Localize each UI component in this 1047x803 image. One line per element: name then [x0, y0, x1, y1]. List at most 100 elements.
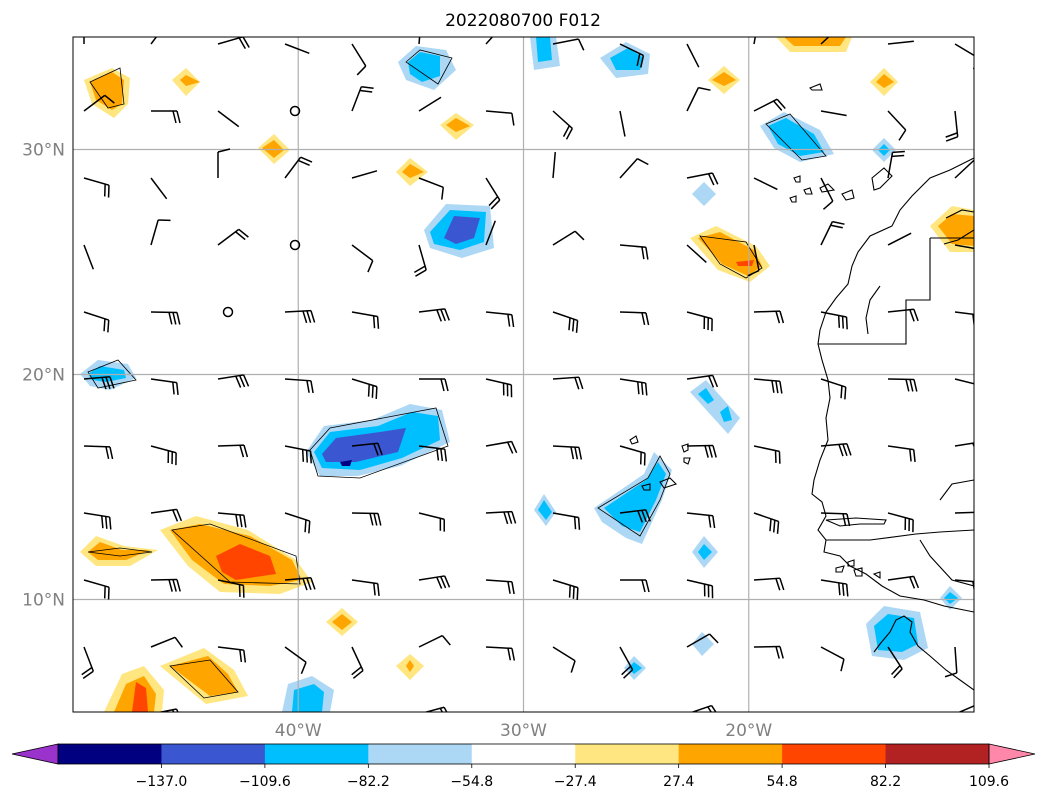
wind-barb — [284, 378, 314, 394]
wind-barb — [954, 311, 974, 327]
wind-barb — [217, 110, 240, 128]
wind-barb — [820, 311, 848, 330]
wind-barb — [887, 378, 918, 392]
wind-barb — [418, 96, 442, 112]
wind-barb — [418, 706, 451, 712]
wind-barb — [820, 442, 852, 457]
wind-barb — [419, 378, 449, 392]
wind-barb — [686, 444, 717, 458]
wind-barb — [753, 445, 781, 464]
colorbar-tick-label: −27.4 — [554, 774, 597, 790]
wind-barb — [150, 311, 181, 325]
wind-barb — [351, 170, 378, 179]
wind-barb — [485, 37, 504, 45]
wind-barb — [83, 512, 112, 530]
wind-barb — [351, 579, 380, 596]
negative-blob — [692, 182, 716, 206]
wind-barb — [620, 579, 650, 593]
positive-blob — [326, 608, 358, 636]
wind-barb — [954, 244, 974, 251]
wind-barb — [418, 634, 451, 648]
positive-blob — [396, 654, 424, 680]
negative-blob — [530, 37, 560, 70]
wind-barb — [887, 646, 903, 679]
colorbar-tick-label: −54.8 — [450, 774, 493, 790]
colorbar-extend-low — [11, 743, 59, 765]
colorbar-segment — [885, 744, 990, 764]
lat-tick-label: 10°N — [22, 591, 65, 611]
wind-barb — [887, 40, 914, 45]
wind-barb — [217, 512, 247, 528]
wind-barb — [552, 445, 583, 460]
wind-barb — [813, 714, 843, 742]
wind-barbs — [81, 37, 974, 745]
negative-blob — [398, 46, 456, 90]
wind-barb — [284, 576, 316, 591]
wind-barb — [619, 646, 634, 679]
wind-barb — [351, 85, 374, 112]
wind-barb — [619, 445, 646, 466]
positive-blob — [708, 66, 740, 94]
positive-blob — [440, 113, 474, 140]
wind-barb — [820, 378, 847, 400]
wind-barb — [150, 219, 171, 246]
wind-barb — [954, 43, 974, 70]
wind-barb — [820, 512, 851, 527]
colorbar: −137.0 −109.6 −82.2 −54.8 −27.4 27.4 54.8 82.2 1… — [11, 743, 1036, 790]
wind-barb — [877, 714, 899, 745]
wind-barb — [887, 308, 919, 322]
wind-barb — [217, 579, 245, 598]
latitude-labels: 30°N 20°N 10°N — [22, 141, 65, 611]
wind-barb — [150, 578, 181, 592]
wind-barb — [686, 244, 707, 263]
wind-barb — [552, 579, 579, 600]
wind-barb — [686, 86, 711, 112]
wind-barb — [150, 378, 179, 395]
wind-barb — [820, 579, 849, 597]
lon-tick-label: 30°W — [500, 721, 547, 741]
wind-barb — [753, 37, 760, 45]
wind-barb — [83, 311, 110, 333]
colorbar-tick-label: 109.6 — [969, 774, 1009, 790]
wind-barb — [150, 636, 183, 648]
colorbar-segment — [471, 744, 576, 764]
wind-barb — [686, 633, 719, 648]
wind-barb — [351, 442, 383, 456]
calm-marker — [289, 239, 301, 251]
wind-barb — [217, 374, 250, 388]
wind-barb — [418, 575, 451, 589]
colorbar-segment — [264, 744, 369, 764]
wind-barb — [619, 110, 626, 137]
wind-barb — [545, 714, 574, 743]
wind-barb — [944, 646, 958, 678]
wind-barb — [887, 512, 914, 533]
lat-tick-label: 30°N — [22, 141, 65, 161]
wind-barb — [954, 703, 974, 712]
wind-barb — [820, 646, 845, 672]
wind-barb — [954, 159, 974, 179]
lon-tick-label: 20°W — [725, 721, 772, 741]
wind-barb — [83, 445, 114, 460]
wind-barb — [619, 378, 648, 396]
lat-tick-label: 20°N — [22, 366, 65, 386]
negative-blob — [692, 536, 718, 568]
positive-blob — [690, 226, 770, 282]
positive-blob — [930, 206, 974, 252]
wind-barb — [214, 714, 245, 734]
wind-barb — [887, 445, 916, 462]
wind-barb — [954, 441, 974, 455]
wind-barb — [217, 148, 231, 178]
wind-barb — [150, 445, 177, 466]
wind-barb — [552, 230, 585, 246]
wind-barb — [820, 37, 841, 45]
colorbar-tick-label: 27.4 — [663, 774, 694, 790]
wind-barb — [351, 378, 378, 399]
wind-barb — [619, 311, 650, 326]
negative-blob — [600, 42, 650, 78]
colorbar-extend-high — [988, 743, 1036, 765]
wind-barb — [418, 37, 423, 45]
colorbar-tick-label: 82.2 — [870, 774, 901, 790]
colorbar-segment — [575, 744, 680, 764]
wind-barb — [284, 646, 307, 675]
wind-barb — [418, 308, 450, 322]
